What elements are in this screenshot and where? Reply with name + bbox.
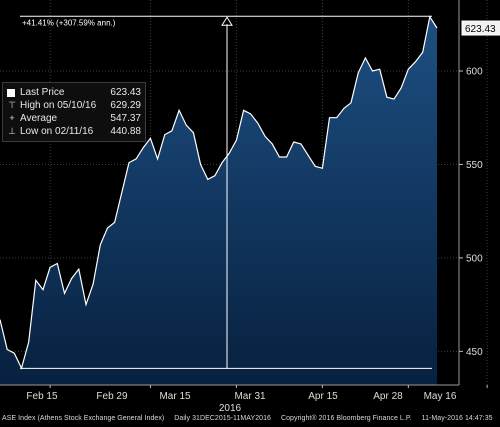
x-tick-label: Apr 28: [373, 391, 403, 402]
legend-box: Last Price 623.43 ⊤ High on 05/10/16 629.…: [2, 82, 146, 142]
legend-average: + Average 547.37: [7, 112, 141, 125]
white-square-icon: [7, 88, 15, 97]
price-line: [0, 15, 438, 370]
legend-label: Average: [20, 113, 58, 124]
legend-value: 623.43: [110, 87, 141, 98]
y-tick-label: 550: [466, 160, 483, 171]
x-tick-label: May 16: [424, 391, 457, 402]
x-tick-label: Mar 31: [234, 391, 266, 402]
price-area-fill: [0, 16, 437, 386]
legend-high: ⊤ High on 05/10/16 629.29: [7, 99, 141, 112]
change-label: +41.41% (+307.59% ann.): [22, 18, 116, 27]
footer-range: Daily 31DEC2015-11MAY2016: [174, 415, 271, 422]
last-price-tag-label: 623.43: [465, 24, 496, 35]
legend-last-price: Last Price 623.43: [7, 86, 141, 99]
last-price-tag: [461, 20, 500, 36]
y-tick-label: 500: [466, 253, 483, 264]
axes: 450 500 550 600 623.43 Feb 15 Feb 29 Mar 15 Mar …: [0, 0, 500, 414]
legend-value: 629.29: [110, 100, 141, 111]
change-arrow-head: [221, 16, 233, 26]
x-tick-label: Feb 15: [26, 391, 58, 402]
legend-value: 440.88: [110, 126, 141, 137]
high-marker-icon: ⊤: [8, 100, 16, 110]
legend-label: Low on 02/11/16: [20, 126, 94, 137]
x-tick-label: Feb 29: [96, 391, 128, 402]
footer-timestamp: 11-May-2016 14:47:35: [421, 415, 493, 422]
annotations: +41.41% (+307.59% ann.): [20, 15, 432, 369]
legend-low: ⊥ Low on 02/11/16 440.88: [7, 125, 141, 138]
footer-bar: ASE Index (Athens Stock Exchange General…: [2, 415, 500, 422]
average-marker-icon: +: [9, 113, 15, 123]
footer-index-name: ASE Index (Athens Stock Exchange General…: [2, 415, 165, 422]
price-area: [0, 15, 438, 386]
y-tick-label: 450: [466, 347, 483, 358]
legend-label: Last Price: [20, 87, 65, 98]
y-tick-label: 600: [466, 67, 483, 78]
legend-label: High on 05/10/16: [20, 100, 97, 111]
footer-copyright: Copyright® 2016 Bloomberg Finance L.P.: [281, 415, 412, 422]
legend-value: 547.37: [110, 113, 141, 124]
low-marker-icon: ⊥: [8, 126, 16, 136]
x-tick-label: Apr 15: [308, 391, 338, 402]
x-axis-year-label: 2016: [219, 403, 242, 414]
x-tick-label: Mar 15: [159, 391, 191, 402]
